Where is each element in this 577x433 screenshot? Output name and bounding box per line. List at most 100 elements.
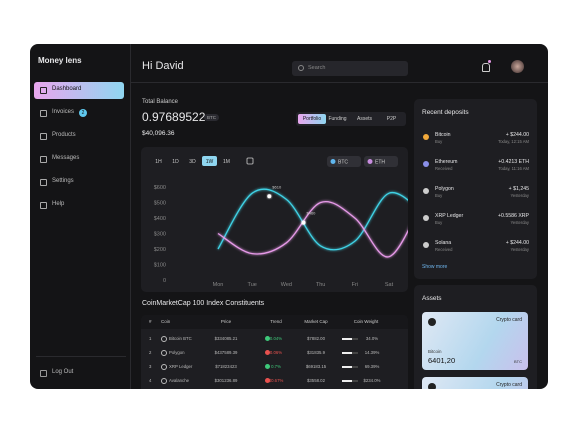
- deposit-type: Received: [435, 247, 453, 252]
- table-cell: 0.7%: [271, 364, 281, 369]
- balance-label: Total Balance: [142, 99, 179, 105]
- trend-icon: [265, 378, 270, 383]
- table-cell: Bitcoin BTC: [169, 336, 192, 341]
- range-button[interactable]: 1W: [206, 159, 214, 165]
- x-tick-label: Mon: [213, 282, 224, 288]
- x-tick-label: Sat: [385, 282, 394, 288]
- deposit-type: Buy: [435, 220, 443, 225]
- card-unit: BTC: [514, 359, 522, 364]
- deposit-amount: + $244.00: [505, 132, 529, 138]
- table-cell: $301236.89: [214, 378, 238, 383]
- nav-item[interactable]: Help: [52, 201, 65, 207]
- deposit-name: Solana: [435, 240, 452, 246]
- coin-select[interactable]: [364, 156, 398, 167]
- nav-icon: [40, 156, 47, 163]
- avatar[interactable]: [511, 60, 524, 73]
- coin-icon: [161, 336, 167, 342]
- tab[interactable]: P2P: [386, 116, 397, 122]
- deposit-icon: [423, 242, 429, 248]
- weight-fill: [342, 380, 352, 382]
- tab[interactable]: Portfolio: [298, 114, 326, 124]
- x-tick-label: Wed: [281, 282, 292, 288]
- table-title: CoinMarketCap 100 Index Constituents: [142, 300, 265, 307]
- nav-icon: [40, 179, 47, 186]
- range-button[interactable]: 1M: [223, 159, 230, 165]
- coin-label: BTC: [338, 160, 348, 166]
- deposits-panel: Recent deposits Bitcoin Buy + $244.00 Today,…: [414, 99, 537, 279]
- highlight-point: [267, 194, 272, 199]
- y-tick-label: $600: [154, 185, 166, 191]
- nav-item[interactable]: Messages: [52, 155, 80, 161]
- coin-select[interactable]: [327, 156, 361, 167]
- range-button[interactable]: 3D: [189, 159, 196, 165]
- column-header: Price: [220, 319, 232, 324]
- y-tick-label: $500: [154, 201, 166, 207]
- header-divider: [130, 82, 548, 83]
- chart: 1H 1D 3D 1W 1M BTC ETH 0 $100 $200 $300 $400 $500 $60…: [154, 156, 408, 288]
- x-tick-label: Tue: [248, 282, 257, 288]
- bell-icon[interactable]: [482, 63, 490, 72]
- assets-panel: Assets Crypto card Bitcoin 6401,20 BTC Crypto…: [414, 285, 537, 389]
- deposit-name: Ethereum: [435, 159, 458, 165]
- trend-icon: [265, 364, 270, 369]
- card-label: Crypto card: [496, 382, 522, 388]
- show-more[interactable]: Show more: [422, 264, 448, 270]
- coin-label: ETH: [375, 160, 385, 166]
- trend-icon: [265, 350, 270, 355]
- range-active: [202, 156, 217, 166]
- nav-item[interactable]: Settings: [52, 178, 74, 184]
- nav-active: [34, 82, 124, 99]
- crypto-card[interactable]: Crypto card: [422, 377, 528, 389]
- deposit-name: XRP Ledger: [435, 213, 464, 219]
- card-label: Crypto card: [496, 317, 522, 323]
- table-cell: 1: [149, 336, 152, 341]
- table-cell: 34.0%: [365, 336, 379, 341]
- table-cell: Avalanche: [169, 378, 189, 383]
- table-header-bg: [141, 315, 408, 329]
- balance-amount: 0.97689522: [142, 110, 206, 124]
- nav-icon: [40, 87, 47, 94]
- nav-item[interactable]: Invoices: [52, 109, 75, 115]
- card-icon: [428, 318, 436, 326]
- tab[interactable]: Assets: [356, 116, 372, 122]
- nav-item[interactable]: Products: [52, 132, 76, 138]
- table-cell: 2: [149, 350, 152, 355]
- table-cell: $71823423: [215, 364, 237, 369]
- tab[interactable]: Funding: [328, 116, 347, 122]
- deposit-amount: + $244.00: [505, 240, 529, 246]
- table-cell: $334085.21: [214, 336, 238, 341]
- balance-fiat: $40,096.36: [142, 130, 175, 137]
- deposit-icon: [423, 161, 429, 167]
- nav-item[interactable]: Dashboard: [52, 86, 82, 92]
- weight-fill: [342, 366, 352, 368]
- range-button[interactable]: 1D: [172, 159, 179, 165]
- y-tick-label: $300: [154, 232, 166, 238]
- weight-fill: [342, 352, 352, 354]
- table-cell: XRP Ledger: [169, 364, 193, 369]
- y-tick-label: 0: [163, 278, 166, 284]
- y-tick-label: $200: [154, 247, 166, 253]
- table-cell: Polygon: [169, 350, 185, 355]
- x-tick-label: Thu: [316, 282, 325, 288]
- deposit-icon: [423, 134, 429, 140]
- logout-divider: [36, 356, 126, 357]
- range-button[interactable]: 1H: [155, 159, 162, 165]
- y-tick-label: $400: [154, 216, 166, 222]
- x-tick-label: Fri: [352, 282, 358, 288]
- table-cell: 69.39%: [364, 364, 380, 369]
- logout[interactable]: Log Out: [52, 369, 74, 375]
- card-icon: [428, 383, 436, 389]
- balance-unit: BTC: [204, 114, 219, 121]
- annotation: $610: [272, 184, 282, 189]
- column-header: #: [149, 319, 152, 324]
- tabs: Portfolio Funding Assets P2P: [296, 112, 406, 126]
- annotation: $460: [307, 211, 317, 216]
- panel-title: Recent deposits: [422, 109, 469, 116]
- table-cell: 14.39%: [364, 350, 380, 355]
- deposit-time: Yesterday: [510, 247, 529, 252]
- crypto-card[interactable]: Crypto card Bitcoin 6401,20 BTC: [422, 312, 528, 370]
- table-cell: $7882.00: [307, 336, 325, 341]
- table-cell: $31835.9: [307, 350, 325, 355]
- search-placeholder: Search: [308, 65, 326, 71]
- search-box[interactable]: Search: [292, 61, 408, 76]
